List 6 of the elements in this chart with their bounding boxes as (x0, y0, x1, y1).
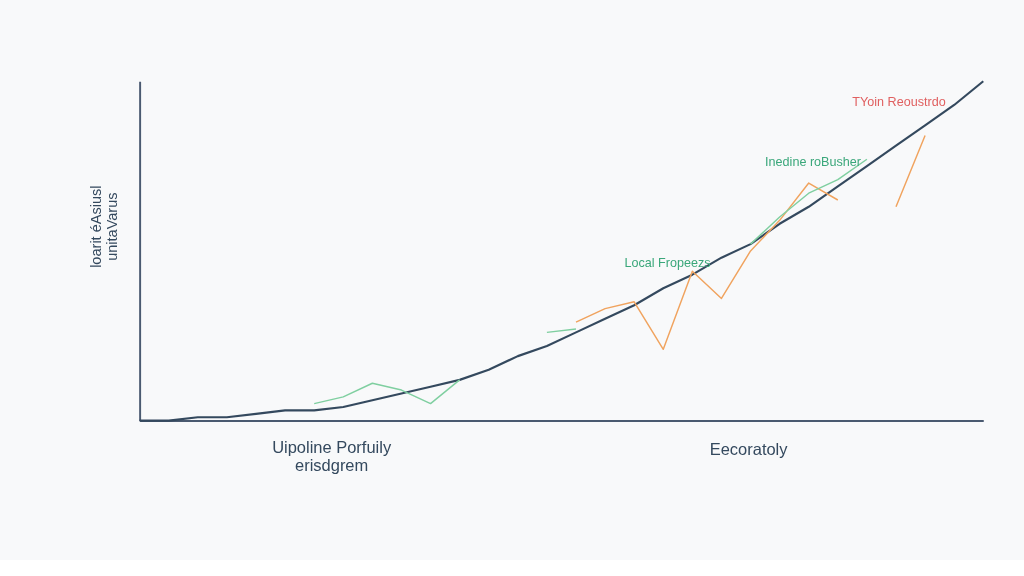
annotation: Inedine roBusher (765, 154, 862, 169)
text: Uipoline Porfuily erisdgrem (272, 437, 392, 475)
y-axis-title: loarit éAsiusl unitaVarus (87, 185, 121, 268)
annotation: Local Fropeezs (624, 256, 711, 271)
text: Eecoratoly (709, 439, 789, 458)
annotation: TYoin Reoustrdo (852, 95, 946, 110)
